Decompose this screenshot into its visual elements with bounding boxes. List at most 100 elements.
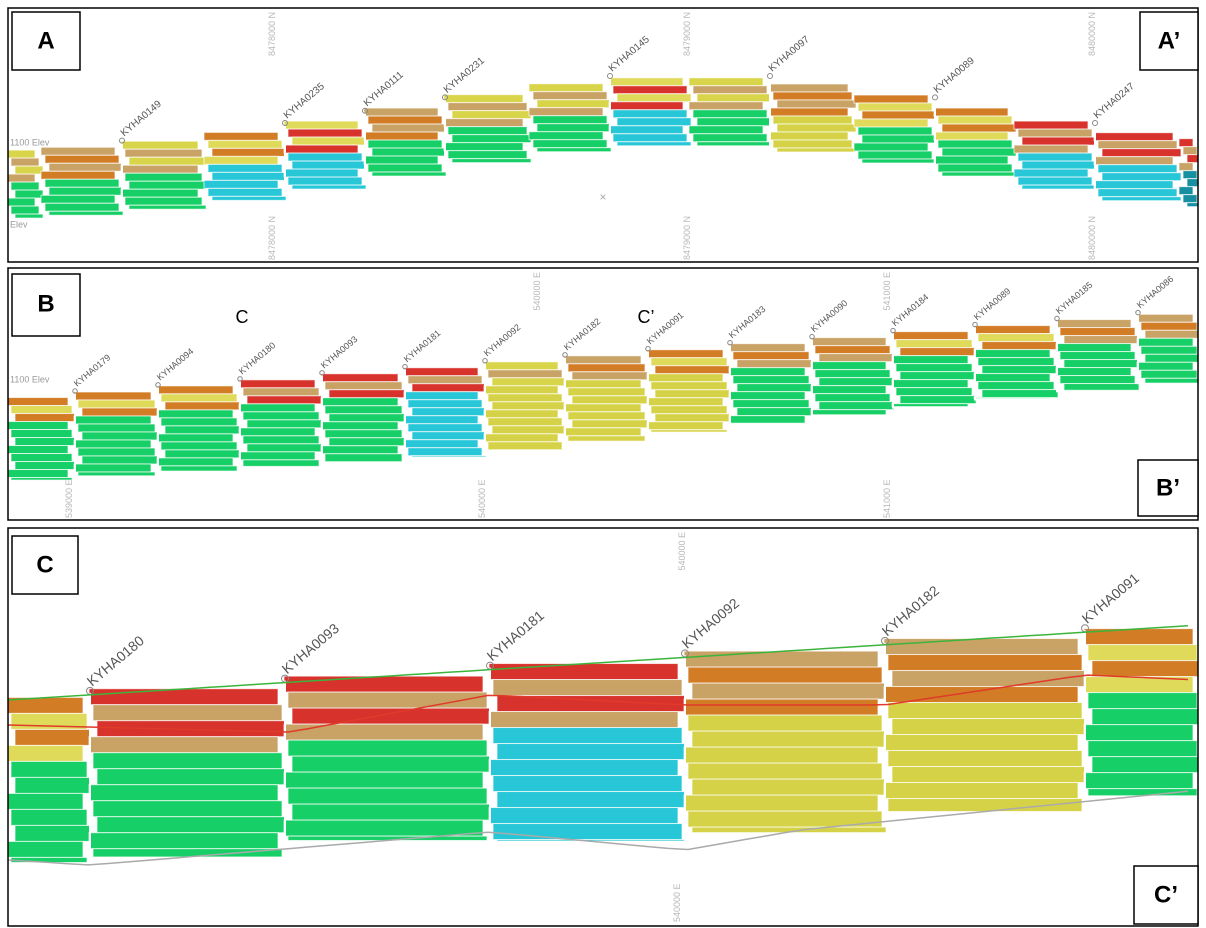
block — [14, 461, 77, 471]
block — [654, 365, 732, 375]
block — [156, 409, 234, 419]
block — [81, 431, 160, 441]
block — [160, 441, 238, 451]
block — [861, 134, 937, 144]
block — [407, 423, 483, 433]
hole-label: KYHA0183 — [727, 304, 768, 340]
block — [1017, 176, 1093, 186]
block — [1097, 188, 1178, 198]
block — [981, 341, 1059, 351]
block — [1087, 644, 1198, 662]
block — [207, 187, 283, 197]
block — [120, 188, 199, 198]
block — [1140, 369, 1198, 379]
label-box — [11, 273, 81, 337]
block — [728, 415, 806, 424]
block — [895, 339, 973, 349]
block — [891, 403, 969, 408]
collar — [767, 73, 773, 80]
block — [853, 94, 929, 104]
block — [371, 147, 447, 157]
block — [616, 117, 692, 127]
block — [128, 156, 207, 166]
hole-label: KYHA0184 — [890, 292, 931, 328]
block — [124, 196, 203, 206]
hole-label: KYHA0181 — [402, 328, 443, 364]
block — [14, 413, 77, 423]
block — [496, 791, 687, 809]
block — [1182, 146, 1198, 156]
grid-label: 8480000 N — [1087, 12, 1097, 56]
grid-label: 8478000 N — [267, 12, 277, 56]
collar — [482, 358, 488, 364]
block — [1093, 132, 1174, 142]
block — [44, 178, 120, 188]
block — [1017, 152, 1093, 162]
block — [10, 205, 40, 215]
block — [483, 385, 559, 395]
block — [242, 435, 320, 445]
block — [1063, 383, 1140, 391]
block — [776, 147, 857, 153]
block — [732, 399, 810, 409]
block — [1055, 343, 1132, 353]
block — [818, 377, 895, 387]
block — [8, 840, 84, 858]
hole-label: KYHA0089 — [972, 286, 1013, 322]
block — [160, 417, 238, 427]
block — [728, 343, 806, 353]
block — [291, 755, 492, 773]
block — [1186, 202, 1198, 208]
collar — [890, 327, 896, 334]
block — [810, 409, 887, 416]
grid-label: 8479000 N — [682, 12, 692, 56]
collar — [362, 107, 368, 114]
collar — [119, 137, 125, 144]
block — [283, 120, 359, 130]
block — [768, 107, 849, 117]
block — [899, 395, 977, 405]
section-marker: C — [236, 307, 249, 327]
block — [40, 194, 116, 204]
block — [937, 163, 1013, 173]
hole-label: KYHA0185 — [1054, 280, 1095, 316]
block — [818, 353, 895, 363]
grid-label: 8480000 N — [1087, 216, 1097, 260]
block — [688, 125, 764, 135]
block — [44, 154, 120, 164]
block — [496, 743, 687, 761]
block — [246, 419, 324, 429]
block — [861, 110, 937, 120]
grid-label: 540000 E — [672, 883, 682, 922]
block — [207, 163, 283, 173]
block — [242, 411, 320, 421]
block — [77, 471, 156, 477]
block — [772, 91, 853, 101]
block — [608, 101, 684, 111]
block — [8, 445, 69, 455]
block — [861, 158, 937, 164]
block — [818, 401, 895, 411]
block — [1144, 377, 1198, 384]
block — [8, 421, 69, 431]
block — [164, 449, 242, 459]
block — [933, 107, 1009, 117]
block — [563, 427, 642, 437]
collar — [972, 321, 978, 328]
block — [814, 345, 891, 355]
grid-label: 8478000 N — [267, 216, 277, 260]
block — [324, 429, 403, 439]
block — [646, 373, 724, 383]
block — [532, 115, 608, 125]
block — [532, 91, 608, 101]
grid-label: 541000 E — [882, 479, 892, 518]
block — [857, 150, 933, 160]
block — [73, 439, 152, 449]
block — [937, 115, 1013, 125]
block — [488, 807, 679, 825]
block — [483, 409, 559, 419]
block — [1091, 708, 1198, 726]
block — [88, 736, 279, 754]
block — [887, 750, 1083, 768]
block — [81, 455, 160, 465]
